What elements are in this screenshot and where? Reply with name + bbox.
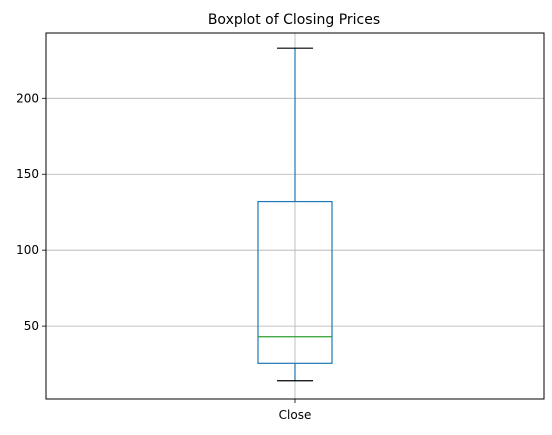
y-tick-label: 50: [24, 319, 39, 333]
box-layer: [257, 47, 333, 382]
x-tick-label: Close: [279, 408, 312, 422]
y-tick-label: 100: [16, 243, 39, 257]
y-tick-label: 150: [16, 167, 39, 181]
iqr-box: [257, 200, 333, 364]
axis-layer: 50 100 150 200 Close: [16, 32, 545, 422]
plot-frame: [45, 32, 545, 400]
y-tick-label: 200: [16, 91, 39, 105]
chart-title: Boxplot of Closing Prices: [208, 12, 380, 28]
